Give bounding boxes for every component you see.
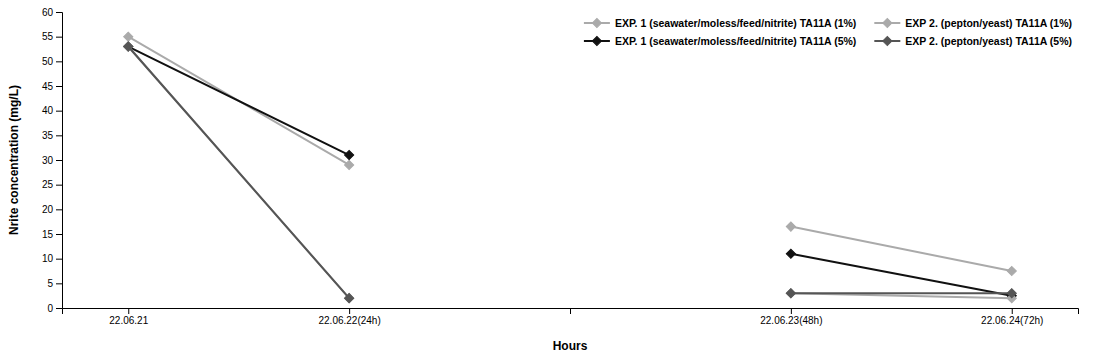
y-tick-label: 25 bbox=[42, 179, 54, 190]
data-point bbox=[786, 289, 795, 298]
x-axis: 22.06.21 22.06.22(24h) 22.06.23(48h) 22.06.… bbox=[63, 308, 1079, 326]
y-tick: 25 bbox=[42, 179, 62, 190]
data-point bbox=[345, 160, 354, 169]
y-tick-mark bbox=[56, 135, 62, 136]
legend-marker bbox=[883, 18, 892, 27]
legend-label: EXP. 1 (seawater/moless/feed/nitrite) TA… bbox=[615, 17, 856, 29]
legend-label: EXP 2. (pepton/yeast) TA11A (1%) bbox=[905, 17, 1072, 29]
legend-item: EXP 2. (pepton/yeast) TA11A (5%) bbox=[874, 35, 1072, 47]
y-tick-label: 20 bbox=[42, 204, 54, 215]
series bbox=[124, 32, 1017, 275]
data-point bbox=[1007, 289, 1016, 298]
y-tick-mark bbox=[56, 160, 62, 161]
x-tick-mark bbox=[349, 308, 350, 314]
data-point bbox=[124, 42, 133, 51]
y-tick-label: 30 bbox=[42, 155, 54, 166]
series-line bbox=[128, 47, 1011, 299]
data-point bbox=[345, 150, 354, 159]
legend-label: EXP. 1 (seawater/moless/feed/nitrite) TA… bbox=[615, 35, 856, 47]
y-tick: 45 bbox=[42, 81, 62, 92]
y-tick: 55 bbox=[42, 31, 62, 42]
y-tick-mark bbox=[56, 283, 62, 284]
y-tick: 30 bbox=[42, 155, 62, 166]
legend-item: EXP 2. (pepton/yeast) TA11A (1%) bbox=[874, 17, 1072, 29]
x-tick-mark bbox=[128, 308, 129, 314]
y-tick-label: 50 bbox=[42, 56, 54, 67]
x-axis-line bbox=[63, 309, 1079, 315]
y-tick-mark bbox=[56, 259, 62, 260]
series-line bbox=[128, 37, 1011, 271]
y-tick: 60 bbox=[42, 7, 62, 18]
x-tick-label: 22.06.24(72h) bbox=[981, 315, 1043, 326]
data-point bbox=[786, 222, 795, 231]
y-tick-mark bbox=[56, 12, 62, 13]
x-tick: 22.06.22(24h) bbox=[318, 308, 380, 326]
y-axis-title: Nrite concentration (mg/L) bbox=[7, 85, 21, 235]
y-tick-mark bbox=[56, 111, 62, 112]
data-point bbox=[786, 289, 795, 298]
series bbox=[124, 42, 1017, 300]
series-marks bbox=[124, 32, 1017, 303]
y-tick: 5 bbox=[47, 278, 62, 289]
legend-label: EXP 2. (pepton/yeast) TA11A (5%) bbox=[905, 35, 1072, 47]
x-tick: 22.06.23(48h) bbox=[760, 308, 822, 326]
x-tick-label: 22.06.22(24h) bbox=[318, 315, 380, 326]
y-tick: 20 bbox=[42, 204, 62, 215]
y-tick-label: 5 bbox=[47, 278, 53, 289]
legend-marker bbox=[592, 36, 601, 45]
data-point bbox=[786, 249, 795, 258]
y-tick: 50 bbox=[42, 56, 62, 67]
y-tick-mark bbox=[56, 209, 62, 210]
x-tick: 22.06.24(72h) bbox=[981, 308, 1043, 326]
y-tick-mark bbox=[56, 234, 62, 235]
y-tick-label: 40 bbox=[42, 105, 54, 116]
x-tick bbox=[570, 308, 571, 314]
y-tick: 35 bbox=[42, 130, 62, 141]
x-tick-mark bbox=[570, 308, 571, 314]
y-axis-line bbox=[56, 13, 63, 309]
y-tick: 10 bbox=[42, 253, 62, 264]
y-tick-mark bbox=[56, 37, 62, 38]
x-axis-title: Hours bbox=[553, 339, 588, 353]
x-tick-label: 22.06.23(48h) bbox=[760, 315, 822, 326]
y-axis: 0 5 10 15 20 25 30 35 40 45 50 55 60 bbox=[42, 7, 63, 314]
y-tick-label: 45 bbox=[42, 81, 54, 92]
series bbox=[124, 42, 1017, 303]
y-tick-label: 0 bbox=[47, 303, 53, 314]
y-tick-label: 10 bbox=[42, 253, 54, 264]
x-tick-mark bbox=[1012, 308, 1013, 314]
y-tick: 0 bbox=[47, 303, 62, 314]
legend: EXP. 1 (seawater/moless/feed/nitrite) TA… bbox=[584, 17, 1072, 47]
legend-marker bbox=[883, 36, 892, 45]
plot-area: 22.06.21 22.06.22(24h) 22.06.23(48h) 22.06.… bbox=[7, 7, 1079, 353]
chart: 22.06.21 22.06.22(24h) 22.06.23(48h) 22.06.… bbox=[0, 0, 1098, 360]
legend-item: EXP. 1 (seawater/moless/feed/nitrite) TA… bbox=[584, 35, 856, 47]
y-tick-mark bbox=[56, 308, 62, 309]
series-line bbox=[128, 47, 1011, 296]
y-tick-mark bbox=[56, 86, 62, 87]
data-point bbox=[345, 294, 354, 303]
y-tick-label: 15 bbox=[42, 229, 54, 240]
y-tick-mark bbox=[56, 185, 62, 186]
y-tick-mark bbox=[56, 61, 62, 62]
y-tick-label: 35 bbox=[42, 130, 54, 141]
series-line bbox=[128, 47, 1011, 299]
data-point bbox=[124, 32, 133, 41]
data-point bbox=[1007, 266, 1016, 275]
legend-item: EXP. 1 (seawater/moless/feed/nitrite) TA… bbox=[584, 17, 856, 29]
y-tick-label: 60 bbox=[42, 7, 54, 18]
y-tick: 40 bbox=[42, 105, 62, 116]
y-tick: 15 bbox=[42, 229, 62, 240]
x-tick: 22.06.21 bbox=[109, 308, 148, 326]
series bbox=[124, 42, 1017, 303]
x-tick-mark bbox=[791, 308, 792, 314]
x-tick-label: 22.06.21 bbox=[109, 315, 148, 326]
y-tick-label: 55 bbox=[42, 31, 54, 42]
legend-marker bbox=[592, 18, 601, 27]
